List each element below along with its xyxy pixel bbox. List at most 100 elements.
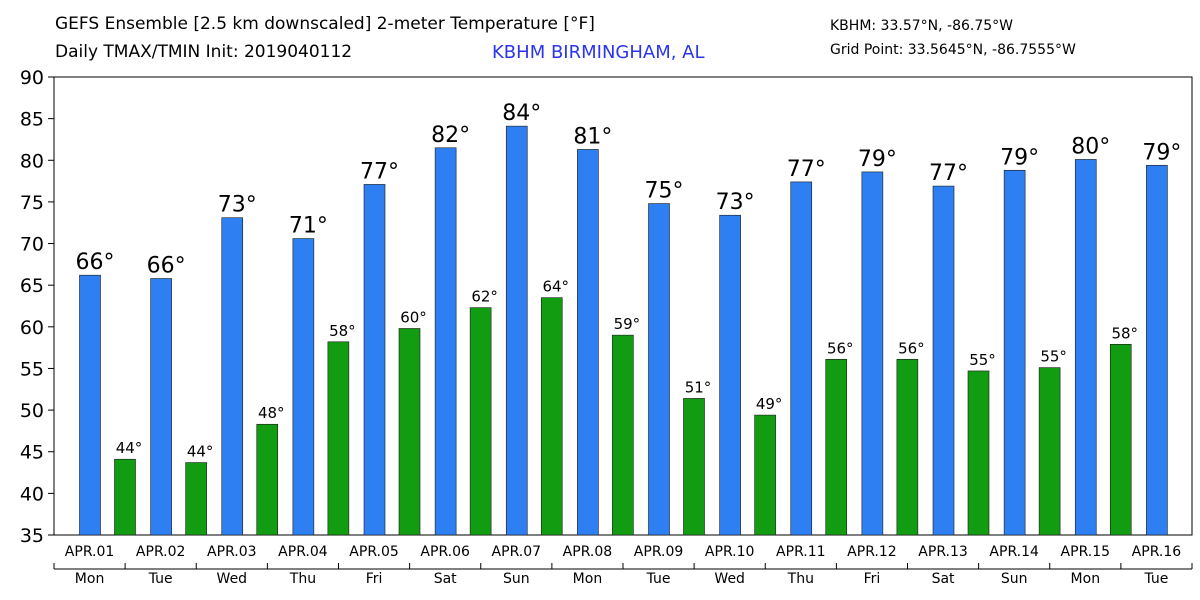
tmin-bar	[1038, 367, 1061, 536]
tmin-value-label: 58°	[329, 322, 356, 340]
weekday-label: Sun	[503, 571, 530, 587]
tmax-bar	[932, 185, 955, 536]
tmax-bar	[1146, 164, 1168, 536]
weekday-label: Mon	[573, 571, 603, 587]
weekday-label: Mon	[75, 571, 105, 587]
tmin-bar	[114, 458, 136, 536]
tmax-value-label: 77°	[787, 157, 826, 182]
tmin-bar	[469, 307, 492, 536]
tmax-value-label: 80°	[1071, 134, 1110, 159]
x-tick-label: APR.09	[634, 544, 684, 560]
tmin-value-label: 44°	[187, 443, 214, 461]
tmax-value-label: 71°	[289, 214, 328, 239]
y-tick-label: 55	[20, 358, 44, 380]
tmax-bar	[790, 181, 813, 536]
y-tick-label: 75	[20, 192, 44, 214]
station-coordinates: KBHM: 33.57°N, -86.75°W	[830, 18, 1013, 34]
tmax-value-label: 79°	[1000, 145, 1039, 170]
x-tick-label: APR.01	[65, 544, 115, 560]
x-tick-label: APR.07	[492, 544, 542, 560]
y-tick-label: 85	[20, 109, 44, 131]
x-tick-label: APR.02	[136, 544, 186, 560]
x-tick-label: APR.14	[989, 544, 1039, 560]
y-tick-label: 70	[20, 234, 44, 256]
tmax-value-label: 73°	[716, 190, 755, 215]
tmin-bar	[256, 423, 279, 536]
tmin-value-label: 60°	[400, 308, 427, 326]
tmin-value-label: 58°	[1111, 324, 1138, 342]
tmin-bar	[1109, 344, 1132, 536]
tmax-value-label: 73°	[218, 193, 257, 218]
y-tick-label: 45	[20, 442, 44, 464]
chart-subtitle: Daily TMAX/TMIN Init: 2019040112	[55, 42, 353, 62]
weekday-label: Mon	[1071, 571, 1101, 587]
tmax-bar	[292, 238, 315, 536]
weekday-label: Sat	[434, 571, 457, 587]
tmax-bar	[1074, 159, 1097, 536]
tmin-value-label: 56°	[898, 339, 925, 357]
x-tick-label: APR.16	[1132, 544, 1182, 560]
tmax-bar	[719, 214, 741, 536]
y-tick-label: 65	[20, 275, 44, 297]
tmax-bar	[861, 171, 884, 536]
station-name: KBHM BIRMINGHAM, AL	[492, 42, 705, 63]
tmin-bar	[896, 358, 919, 536]
tmin-value-label: 51°	[685, 378, 712, 396]
weekday-label: Thu	[787, 571, 814, 587]
tmin-value-label: 55°	[969, 351, 996, 369]
tmax-bar	[577, 149, 599, 536]
x-tick-label: APR.12	[847, 544, 897, 560]
tmin-value-label: 55°	[1040, 348, 1067, 366]
tmin-bar	[185, 462, 207, 536]
weekday-label: Wed	[217, 571, 248, 587]
weekday-label: Sun	[1001, 571, 1028, 587]
tmax-value-label: 81°	[573, 124, 612, 149]
weekday-label: Tue	[646, 571, 671, 587]
y-tick-label: 60	[20, 317, 44, 339]
tmin-bar	[683, 398, 705, 536]
weekday-label: Tue	[148, 571, 173, 587]
tmax-bar	[1003, 169, 1026, 536]
x-tick-label: APR.11	[776, 544, 826, 560]
tmin-value-label: 56°	[827, 339, 854, 357]
tmax-bar	[648, 203, 670, 536]
tmin-value-label: 62°	[471, 288, 498, 306]
weekday-label: Fri	[366, 571, 383, 587]
tmax-bar	[79, 274, 101, 536]
tmax-value-label: 75°	[645, 179, 684, 204]
tmax-bar	[505, 125, 528, 536]
tmax-value-label: 66°	[76, 250, 115, 275]
tmin-value-label: 49°	[756, 395, 783, 413]
tmin-bar	[398, 328, 421, 536]
tmax-value-label: 84°	[502, 101, 541, 126]
x-tick-label: APR.13	[918, 544, 968, 560]
tmin-bar	[967, 370, 990, 536]
tmax-value-label: 66°	[147, 254, 186, 279]
tmax-value-label: 82°	[431, 123, 470, 148]
weekday-label: Sat	[932, 571, 955, 587]
weekday-label: Thu	[289, 571, 316, 587]
tmin-bar	[825, 358, 848, 536]
tmax-bar	[221, 217, 244, 536]
y-tick-label: 40	[20, 483, 44, 505]
tmin-bar	[612, 334, 634, 536]
x-tick-label: APR.10	[705, 544, 755, 560]
tmax-value-label: 79°	[858, 147, 897, 172]
tmax-bar	[150, 278, 172, 536]
tmin-value-label: 48°	[258, 404, 285, 422]
tmax-value-label: 79°	[1142, 140, 1181, 165]
tmax-value-label: 77°	[360, 159, 399, 184]
x-tick-label: APR.08	[563, 544, 613, 560]
tmax-bar	[434, 147, 457, 536]
tmin-bar	[754, 414, 776, 536]
grid-point-coordinates: Grid Point: 33.5645°N, -86.7555°W	[830, 42, 1076, 58]
x-tick-label: APR.03	[207, 544, 257, 560]
tmax-bar	[363, 184, 386, 536]
weekday-label: Wed	[714, 571, 745, 587]
tmin-bar	[327, 341, 350, 536]
tmin-bar	[540, 297, 563, 536]
x-tick-label: APR.05	[349, 544, 399, 560]
y-tick-label: 80	[20, 150, 44, 172]
tmax-value-label: 77°	[929, 161, 968, 186]
